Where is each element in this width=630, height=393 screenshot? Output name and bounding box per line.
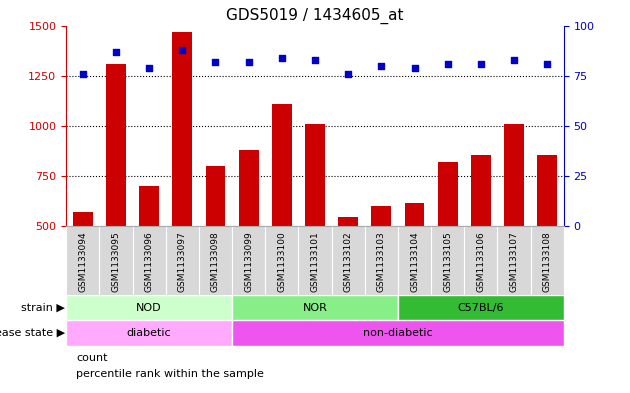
Point: [410, 64, 420, 71]
Text: diabetic: diabetic: [127, 328, 171, 338]
Bar: [173, 31, 192, 326]
Point: [177, 46, 187, 53]
Point: [277, 55, 287, 61]
Point: [244, 59, 254, 65]
Bar: [66, 320, 232, 346]
Bar: [404, 203, 425, 326]
Bar: [504, 124, 524, 326]
Text: disease state ▶: disease state ▶: [0, 328, 65, 338]
Title: GDS5019 / 1434605_at: GDS5019 / 1434605_at: [226, 8, 404, 24]
Bar: [73, 212, 93, 326]
Bar: [239, 150, 258, 326]
Bar: [232, 295, 398, 320]
Text: GSM1133097: GSM1133097: [178, 231, 186, 292]
Point: [509, 57, 519, 63]
Bar: [66, 374, 71, 375]
Text: GSM1133105: GSM1133105: [444, 231, 452, 292]
Text: GSM1133094: GSM1133094: [78, 231, 87, 292]
Text: GSM1133108: GSM1133108: [543, 231, 552, 292]
Point: [542, 61, 553, 67]
Bar: [471, 155, 491, 326]
Bar: [205, 166, 226, 326]
Bar: [232, 320, 564, 346]
Bar: [305, 124, 325, 326]
Text: NOR: NOR: [302, 303, 328, 312]
Text: GSM1133100: GSM1133100: [277, 231, 286, 292]
Text: C57BL/6: C57BL/6: [457, 303, 504, 312]
Point: [310, 57, 320, 63]
Text: NOD: NOD: [136, 303, 162, 312]
Text: percentile rank within the sample: percentile rank within the sample: [76, 369, 264, 379]
Point: [77, 70, 88, 77]
Text: GSM1133098: GSM1133098: [211, 231, 220, 292]
Text: GSM1133106: GSM1133106: [476, 231, 485, 292]
Point: [210, 59, 220, 65]
Bar: [66, 295, 232, 320]
Text: GSM1133103: GSM1133103: [377, 231, 386, 292]
Bar: [139, 186, 159, 326]
Bar: [338, 217, 358, 326]
Text: GSM1133104: GSM1133104: [410, 231, 419, 292]
Bar: [537, 155, 557, 326]
Point: [443, 61, 453, 67]
Bar: [438, 162, 457, 326]
Text: GSM1133102: GSM1133102: [344, 231, 353, 292]
Bar: [272, 104, 292, 326]
Point: [111, 48, 121, 55]
Point: [343, 70, 353, 77]
Text: GSM1133096: GSM1133096: [145, 231, 154, 292]
Point: [476, 61, 486, 67]
Point: [376, 62, 386, 69]
Bar: [106, 64, 126, 326]
Text: strain ▶: strain ▶: [21, 303, 65, 312]
Bar: [398, 295, 564, 320]
Text: non-diabetic: non-diabetic: [363, 328, 433, 338]
Text: count: count: [76, 353, 107, 363]
Text: GSM1133095: GSM1133095: [112, 231, 120, 292]
Text: GSM1133107: GSM1133107: [510, 231, 518, 292]
Text: GSM1133099: GSM1133099: [244, 231, 253, 292]
Text: GSM1133101: GSM1133101: [311, 231, 319, 292]
Bar: [372, 206, 391, 326]
Point: [144, 64, 154, 71]
